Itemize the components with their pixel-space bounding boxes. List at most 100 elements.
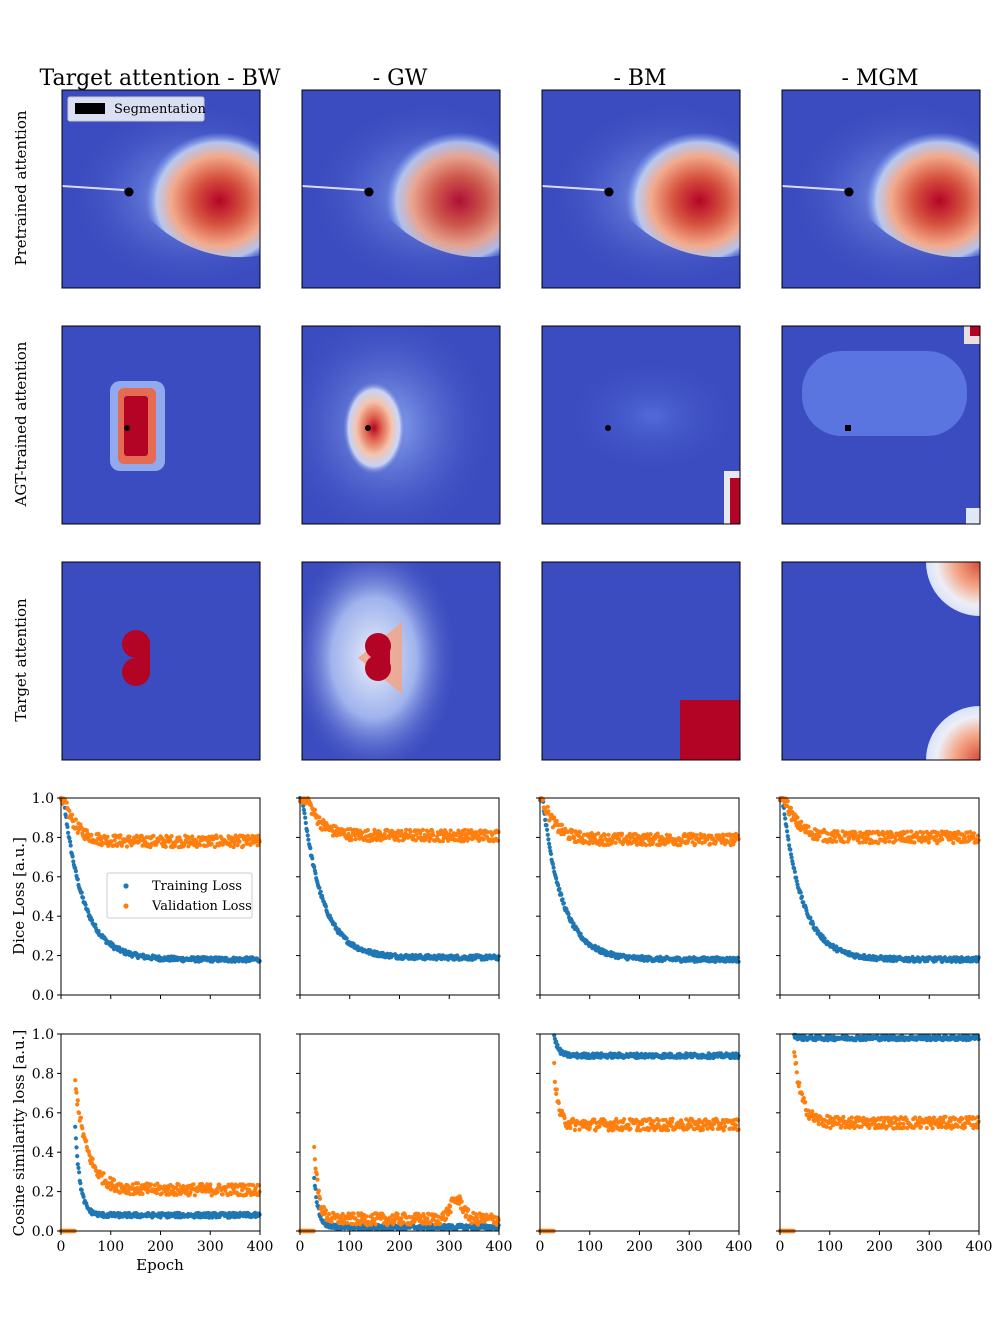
dice-plot-mgm-validation-point xyxy=(934,834,939,839)
dice-plot-bm-validation-point xyxy=(627,831,633,836)
dice-plot-mgm-training-point xyxy=(822,936,827,941)
dice-plot-bm-training-point xyxy=(545,832,550,837)
pretrained-map-bw-streak xyxy=(62,185,125,191)
dice-plot-bw-validation-point xyxy=(98,834,103,840)
dice-plot-mgm-validation-point xyxy=(817,834,822,839)
cosine-plot-bm-validation-point xyxy=(609,1124,614,1129)
cosine-plot-gw-training-point xyxy=(314,1195,319,1200)
cosine-plot-gw-validation-point xyxy=(362,1217,367,1222)
cosine-plot-bw-validation-point xyxy=(181,1184,186,1189)
cosine-plot-bm-xtick-label: 0 xyxy=(536,1239,545,1255)
dice-plot-mgm-validation-point xyxy=(806,824,811,829)
dice-plot-bw-validation-point xyxy=(89,832,94,837)
column-title-bm: - BM xyxy=(613,66,666,91)
cosine-plot-gw-validation-point xyxy=(331,1211,336,1216)
cosine-plot-mgm-validation-point xyxy=(828,1125,833,1131)
dice-plot-bm-validation-point xyxy=(559,822,565,828)
dice-plot-gw-validation-point xyxy=(414,832,419,837)
dice-plot-bw-validation-point xyxy=(214,836,219,841)
dice-plot-gw-training-point xyxy=(312,865,317,870)
dice-plot-gw-validation-point xyxy=(435,834,440,839)
agt-map-gw-segmentation xyxy=(365,425,371,431)
cosine-plot-bm-validation-point xyxy=(670,1116,675,1121)
dice-plot-gw-training-point xyxy=(305,828,310,834)
dice-plot-bm-training-point xyxy=(578,931,583,936)
dice-plot-bm-validation-point xyxy=(541,797,546,802)
cosine-plot-bw-validation-point xyxy=(75,1102,80,1107)
dice-plot-mgm-validation-point xyxy=(853,830,858,836)
dice-plot-gw-validation-point xyxy=(365,828,370,833)
cosine-plot-bw-validation-point xyxy=(192,1193,197,1198)
dice-plot-mgm-validation-point xyxy=(799,819,804,824)
dice-plot-gw-validation-point xyxy=(427,833,433,838)
agt-map-gw-frame xyxy=(301,325,501,525)
dice-plot-mgm-validation-point xyxy=(847,836,852,842)
cosine-plot-bw-validation-point xyxy=(244,1192,249,1197)
dice-plot-bw-training-point xyxy=(71,859,76,864)
cosine-plot-bw-validation-point xyxy=(111,1177,117,1183)
dice-plot-bm-validation-point xyxy=(613,840,618,845)
dice-plot-gw-validation-point xyxy=(353,837,358,842)
agt-map-bm-corner-attention xyxy=(730,478,740,524)
cosine-plot-bw-validation-point xyxy=(256,1192,261,1197)
cosine-plot-bw-xtick-label: 100 xyxy=(97,1239,124,1255)
dice-plot-bm-validation-point xyxy=(694,833,699,838)
dice-plot-mgm-validation-point xyxy=(926,840,931,845)
cosine-plot-bw-validation-point xyxy=(166,1186,171,1191)
dice-plot-mgm-validation-point xyxy=(863,839,869,845)
dice-plot-mgm-training-point xyxy=(782,812,787,817)
dice-plot-gw-validation-point xyxy=(477,838,482,844)
pretrained-map-bm-frame xyxy=(541,89,741,289)
dice-plot-mgm-validation-point xyxy=(881,832,886,838)
pretrained-map-mgm-frame xyxy=(781,89,981,289)
dice-plot-gw-validation-point xyxy=(333,824,338,829)
cosine-plot-gw-points xyxy=(297,1144,501,1234)
cosine-plot-bm-validation-point xyxy=(562,1115,567,1121)
cosine-plot-mgm-validation-point xyxy=(882,1119,887,1124)
dice-plot-bm-validation-point xyxy=(653,836,658,841)
cosine-plot-bw-training-point xyxy=(76,1165,81,1170)
dice-plot-gw-points xyxy=(297,795,501,962)
cosine-plot-mgm-validation-point xyxy=(859,1124,864,1129)
dice-plot-bw-validation-point xyxy=(232,839,238,844)
dice-plot-mgm-validation-point xyxy=(935,830,940,836)
dice-plot-gw-training-point xyxy=(317,885,322,890)
cosine-plot-bm-validation-point xyxy=(686,1126,691,1131)
dice-plot-bw-validation-point xyxy=(69,812,75,817)
cosine-plot-gw-validation-point xyxy=(315,1177,320,1182)
cosine-plot-bw-frame xyxy=(60,1033,261,1232)
dice-plot-bw-training-point xyxy=(75,877,80,882)
dice-plot-gw-validation-point xyxy=(444,830,449,835)
dice-plot-mgm-validation-point xyxy=(909,829,914,834)
cosine-plot-bm-training-point xyxy=(555,1042,560,1048)
dice-plot-mgm-validation-point xyxy=(905,829,910,834)
dice-plot-bm-training-point xyxy=(566,912,571,917)
dice-plot-bm-validation-point xyxy=(651,840,656,845)
dice-plot-gw-training-point xyxy=(303,820,308,826)
cosine-plot-bm-validation-point xyxy=(622,1117,627,1122)
dice-plot-mgm-validation-point xyxy=(841,840,847,845)
dice-plot-mgm-training-point xyxy=(783,816,788,821)
cosine-plot-mgm-validation-point xyxy=(866,1122,871,1127)
cosine-plot-bw-validation-point xyxy=(117,1190,122,1195)
agt-map-bm-haze xyxy=(562,356,740,476)
dice-plot-gw-training-point xyxy=(303,815,308,820)
dice-plot-mgm-validation-point xyxy=(971,831,977,836)
dice-plot-bw-validation-point xyxy=(255,843,260,848)
dice-plot-bm-validation-point xyxy=(717,833,722,838)
dice-plot-bw-validation-point xyxy=(75,830,80,836)
cosine-plot-bm-validation-point xyxy=(626,1122,631,1127)
dice-plot-bw-validation-point xyxy=(168,838,173,843)
dice-plot-bw-validation-point xyxy=(209,841,214,847)
cosine-plot-bw-validation-point xyxy=(220,1192,225,1197)
dice-plot-mgm-validation-point xyxy=(887,839,892,844)
cosine-plot-bw-validation-point xyxy=(74,1090,79,1095)
cosine-plot-bm-xtick-label: 300 xyxy=(676,1239,703,1255)
dice-plot-bm-training-point xyxy=(543,817,548,823)
target-map-bm-frame xyxy=(541,561,741,761)
agt-map-mgm-segmentation xyxy=(845,425,851,431)
cosine-plot-mgm-validation-point xyxy=(852,1125,857,1131)
cosine-plot-gw-training-point xyxy=(314,1200,319,1205)
cosine-plot-bw-ytick-label: 0.4 xyxy=(32,1145,54,1161)
row-label-dice-loss: Dice Loss [a.u.] xyxy=(10,837,28,955)
